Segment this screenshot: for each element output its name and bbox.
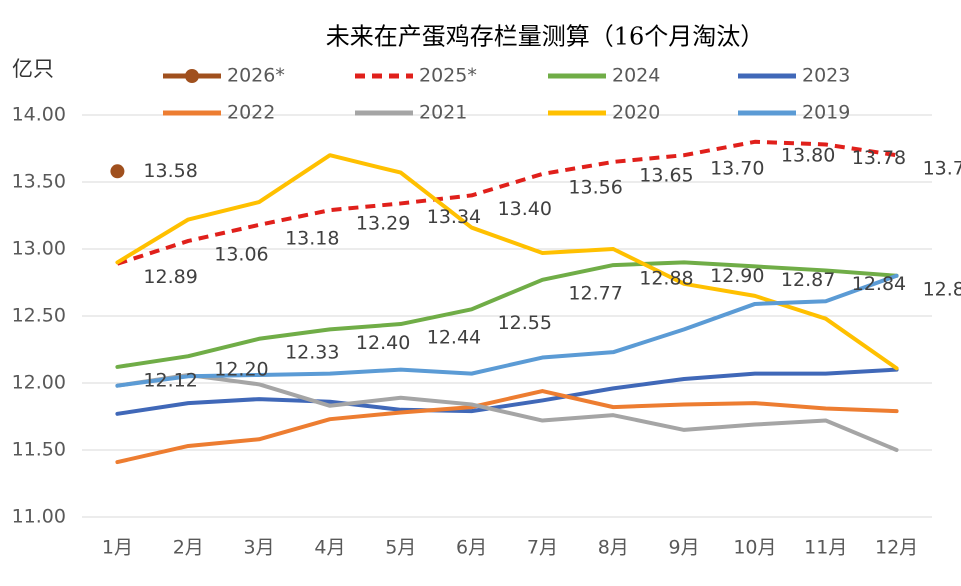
series-line <box>115 260 899 369</box>
x-tick-label: 12月 <box>875 537 918 559</box>
data-label: 12.33 <box>285 341 339 363</box>
chart-title: 未来在产蛋鸡存栏量测算（16个月淘汰） <box>326 23 765 51</box>
data-label: 12.12 <box>143 369 197 391</box>
data-label: 12.20 <box>214 359 268 381</box>
series-line <box>115 153 899 371</box>
series-line <box>116 139 897 266</box>
x-tick-label: 7月 <box>527 537 558 559</box>
series-line <box>115 367 899 416</box>
legend: 2026* 2025* 2024 2023 2022 2021 2020 2019 <box>163 65 850 124</box>
data-label: 13.78 <box>852 147 906 169</box>
x-tick-label: 5月 <box>385 537 416 559</box>
x-tick-label: 8月 <box>598 537 629 559</box>
legend-label: 2022 <box>227 102 275 124</box>
data-label: 12.90 <box>710 265 764 287</box>
data-label: 13.40 <box>498 198 552 220</box>
y-tick-label: 14.00 <box>12 104 66 126</box>
series-line <box>115 273 899 388</box>
data-label: 12.77 <box>568 282 622 304</box>
data-label: 13.34 <box>427 206 481 228</box>
data-label: 13.06 <box>214 243 268 265</box>
series-line <box>115 372 899 452</box>
legend-label: 2020 <box>612 102 660 124</box>
data-label: 12.88 <box>639 268 693 290</box>
legend-marker <box>185 69 199 83</box>
y-tick-label: 12.50 <box>12 305 66 327</box>
legend-label: 2019 <box>802 102 850 124</box>
data-label: 12.40 <box>356 332 410 354</box>
x-tick-label: 2月 <box>173 537 204 559</box>
data-label: 13.70 <box>923 158 961 180</box>
series-lines <box>110 139 899 465</box>
data-label: 13.29 <box>356 213 410 235</box>
x-tick-label: 6月 <box>456 537 487 559</box>
x-tick-label: 11月 <box>804 537 847 559</box>
data-label: 13.58 <box>143 160 197 182</box>
data-point <box>110 164 125 179</box>
series-line <box>115 389 899 465</box>
data-label: 12.87 <box>781 269 835 291</box>
data-label: 13.65 <box>639 164 693 186</box>
legend-label: 2024 <box>612 65 660 87</box>
x-tick-label: 10月 <box>733 537 776 559</box>
grid: 11.00 11.50 12.00 12.50 13.00 13.50 14.00 1月 2月 3… <box>12 104 932 559</box>
legend-label: 2021 <box>419 102 467 124</box>
data-label: 12.44 <box>427 327 481 349</box>
data-label: 13.56 <box>568 176 622 198</box>
data-label: 13.80 <box>781 144 835 166</box>
y-tick-label: 11.50 <box>12 439 66 461</box>
y-tick-label: 11.00 <box>12 506 66 528</box>
legend-label: 2026* <box>227 65 285 87</box>
data-labels: 13.58 12.89 13.06 13.18 13.29 13.34 13.40 13.56… <box>143 144 961 391</box>
y-tick-label: 13.50 <box>12 171 66 193</box>
data-label: 12.84 <box>852 273 906 295</box>
legend-label: 2025* <box>419 65 477 87</box>
data-label: 12.89 <box>143 266 197 288</box>
y-tick-label: 13.00 <box>12 238 66 260</box>
data-label: 13.70 <box>710 158 764 180</box>
legend-label: 2023 <box>802 65 850 87</box>
data-label: 13.18 <box>285 227 339 249</box>
x-tick-label: 1月 <box>102 537 133 559</box>
data-label: 12.55 <box>498 312 552 334</box>
x-tick-label: 4月 <box>314 537 345 559</box>
y-tick-label: 12.00 <box>12 372 66 394</box>
x-tick-label: 9月 <box>669 537 700 559</box>
x-tick-label: 3月 <box>244 537 275 559</box>
data-label: 12.80 <box>923 278 961 300</box>
y-axis-label: 亿只 <box>12 57 54 81</box>
